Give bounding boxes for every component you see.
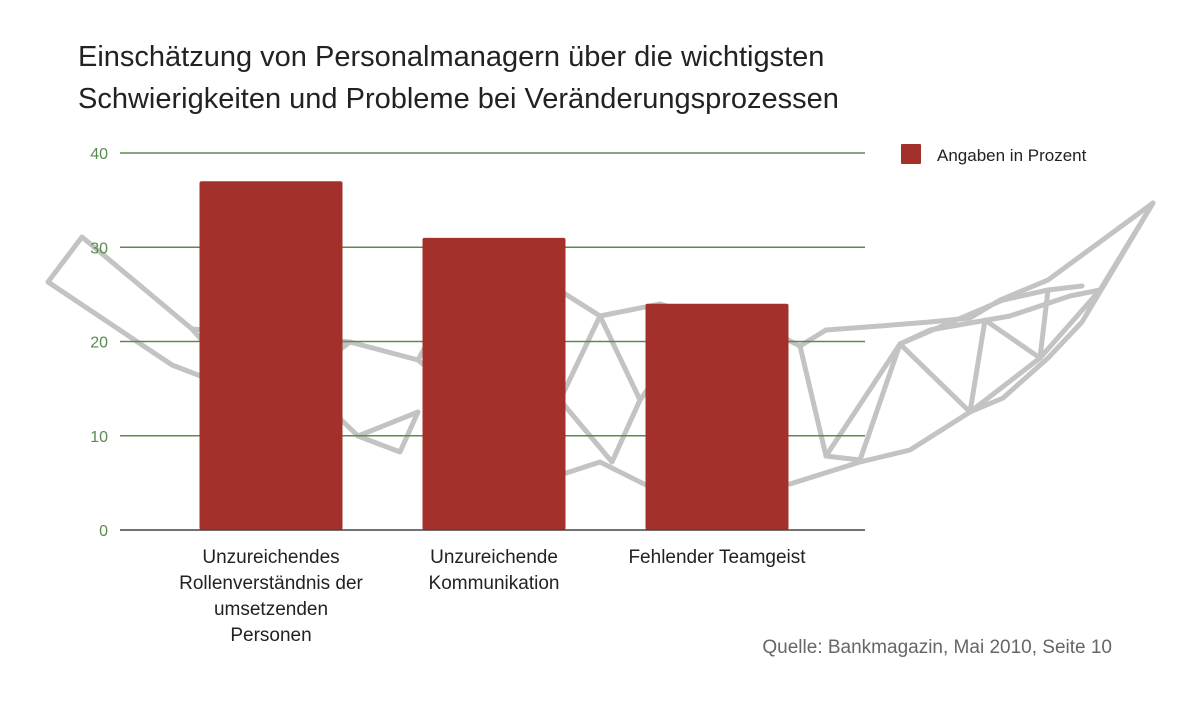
x-category-label-1-line-1: Kommunikation [429, 573, 560, 594]
y-tick-label-20: 20 [90, 335, 108, 352]
x-category-label-2: Fehlender Teamgeist [628, 547, 806, 568]
bars [199, 181, 789, 530]
chart-title-line-2: Schwierigkeiten und Probleme bei Verände… [78, 83, 839, 115]
wireframe-segment-5 [557, 313, 643, 465]
x-category-label-2-line-0: Fehlender Teamgeist [628, 547, 806, 568]
x-axis-labels: Unzureichendes Rollenverständnis der umset… [179, 547, 806, 646]
legend: Angaben in Prozent [901, 144, 1087, 165]
y-tick-label-30: 30 [90, 240, 108, 257]
x-category-label-0-line-2: umsetzenden [214, 599, 328, 620]
legend-swatch [901, 144, 921, 164]
chart-title-line-1: Einschätzung von Personalmanagern über d… [78, 41, 824, 73]
wireframe-segment-8 [797, 200, 1156, 349]
x-category-label-1: Unzureichende Kommunikation [429, 547, 560, 594]
wireframe-segment-10 [787, 200, 1156, 487]
y-tick-label-10: 10 [90, 429, 108, 446]
y-tick-label-40: 40 [90, 146, 108, 163]
y-axis-ticks: 0 10 20 30 40 [90, 146, 108, 540]
x-category-label-1-line-0: Unzureichende [430, 547, 558, 568]
legend-label: Angaben in Prozent [937, 146, 1087, 165]
wireframe-segment-11 [897, 283, 1085, 347]
wireframe-segment-12 [967, 287, 1051, 415]
x-category-label-0: Unzureichendes Rollenverständnis der umset… [179, 547, 363, 646]
x-category-label-0-line-3: Personen [230, 625, 311, 646]
x-category-label-0-line-0: Unzureichendes [202, 547, 339, 568]
bar-1 [422, 237, 566, 530]
source-note: Quelle: Bankmagazin, Mai 2010, Seite 10 [762, 637, 1112, 658]
bar-2 [645, 303, 789, 530]
x-category-label-0-line-1: Rollenverständnis der [179, 573, 363, 594]
y-tick-label-0: 0 [99, 523, 108, 540]
bar-0 [199, 181, 343, 530]
